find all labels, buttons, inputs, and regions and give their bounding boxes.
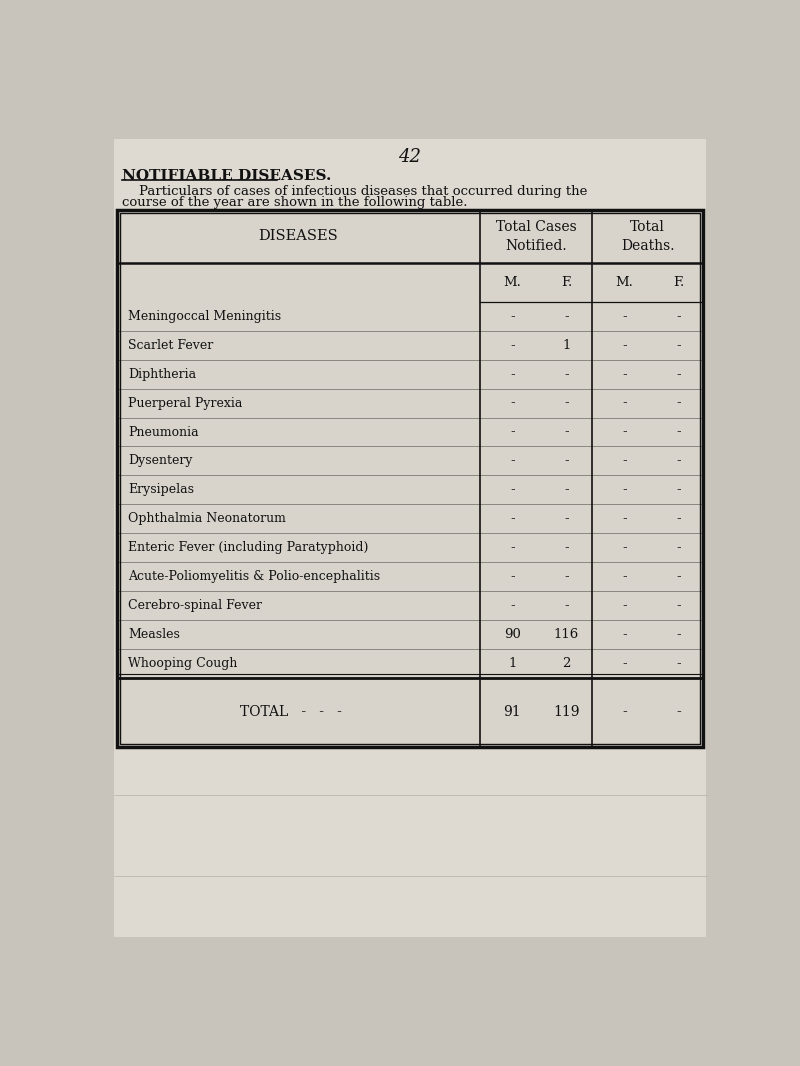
Text: Total
Deaths.: Total Deaths. [621,220,674,254]
Text: -: - [622,628,627,641]
Text: -: - [622,397,627,409]
Text: 1: 1 [508,657,517,669]
Text: -: - [564,542,569,554]
Text: -: - [622,483,627,497]
Text: -: - [677,339,682,352]
Text: Total Cases
Notified.: Total Cases Notified. [495,220,576,254]
Text: Dysentery: Dysentery [128,454,193,467]
Text: -: - [677,483,682,497]
Text: -: - [677,542,682,554]
Text: -: - [564,513,569,526]
Text: 2: 2 [562,657,570,669]
Text: -: - [622,425,627,438]
Text: -: - [622,570,627,583]
Text: 42: 42 [398,148,422,166]
Text: -: - [564,368,569,381]
Text: Pneumonia: Pneumonia [128,425,198,438]
Text: -: - [677,628,682,641]
Text: -: - [622,599,627,612]
Text: 119: 119 [554,706,580,720]
Text: F.: F. [561,276,572,289]
Text: -: - [622,542,627,554]
Text: -: - [677,454,682,467]
Text: -: - [677,657,682,669]
Text: -: - [564,425,569,438]
Text: -: - [622,657,627,669]
Text: -: - [622,706,627,720]
Text: -: - [510,310,514,323]
Text: -: - [622,454,627,467]
Text: 116: 116 [554,628,579,641]
Text: -: - [677,599,682,612]
Text: -: - [510,425,514,438]
Text: -: - [677,570,682,583]
Text: DISEASES: DISEASES [258,229,338,243]
Text: -: - [510,599,514,612]
Text: -: - [677,397,682,409]
Text: -: - [677,513,682,526]
Bar [117,210,703,747]
Text: -: - [510,542,514,554]
Text: -: - [564,570,569,583]
Text: Measles: Measles [128,628,180,641]
Text: F.: F. [674,276,685,289]
Text: -: - [510,483,514,497]
Text: 1: 1 [562,339,570,352]
Text: Ophthalmia Neonatorum: Ophthalmia Neonatorum [128,513,286,526]
Text: -: - [510,339,514,352]
Text: Meningoccal Meningitis: Meningoccal Meningitis [128,310,281,323]
Text: Cerebro-spinal Fever: Cerebro-spinal Fever [128,599,262,612]
Text: Acute-Poliomyelitis & Polio-encephalitis: Acute-Poliomyelitis & Polio-encephalitis [128,570,380,583]
Text: -: - [622,368,627,381]
Text: 91: 91 [503,706,521,720]
Text: Particulars of cases of infectious diseases that occurred during the: Particulars of cases of infectious disea… [122,184,587,198]
Text: Puerperal Pyrexia: Puerperal Pyrexia [128,397,242,409]
Text: Whooping Cough: Whooping Cough [128,657,238,669]
Text: -: - [677,706,682,720]
Text: -: - [677,425,682,438]
Bar [117,210,703,747]
Text: -: - [510,513,514,526]
Text: -: - [622,339,627,352]
Text: -: - [510,397,514,409]
Text: Enteric Fever (including Paratyphoid): Enteric Fever (including Paratyphoid) [128,542,368,554]
Text: -: - [510,570,514,583]
Text: course of the year are shown in the following table.: course of the year are shown in the foll… [122,196,467,209]
Text: 90: 90 [504,628,521,641]
Text: Diphtheria: Diphtheria [128,368,196,381]
Bar [120,212,700,744]
Text: Scarlet Fever: Scarlet Fever [128,339,213,352]
Text: -: - [564,599,569,612]
Text: M.: M. [503,276,522,289]
Text: Erysipelas: Erysipelas [128,483,194,497]
Text: -: - [677,368,682,381]
Text: -: - [510,454,514,467]
Text: -: - [622,310,627,323]
Text: -: - [622,513,627,526]
Text: -: - [677,310,682,323]
Text: -: - [510,368,514,381]
Text: NOTIFIABLE DISEASES.: NOTIFIABLE DISEASES. [122,169,331,183]
Text: TOTAL   -   -   -: TOTAL - - - [240,706,342,720]
Text: M.: M. [616,276,634,289]
Text: -: - [564,483,569,497]
Text: -: - [564,454,569,467]
Text: -: - [564,310,569,323]
Text: -: - [564,397,569,409]
